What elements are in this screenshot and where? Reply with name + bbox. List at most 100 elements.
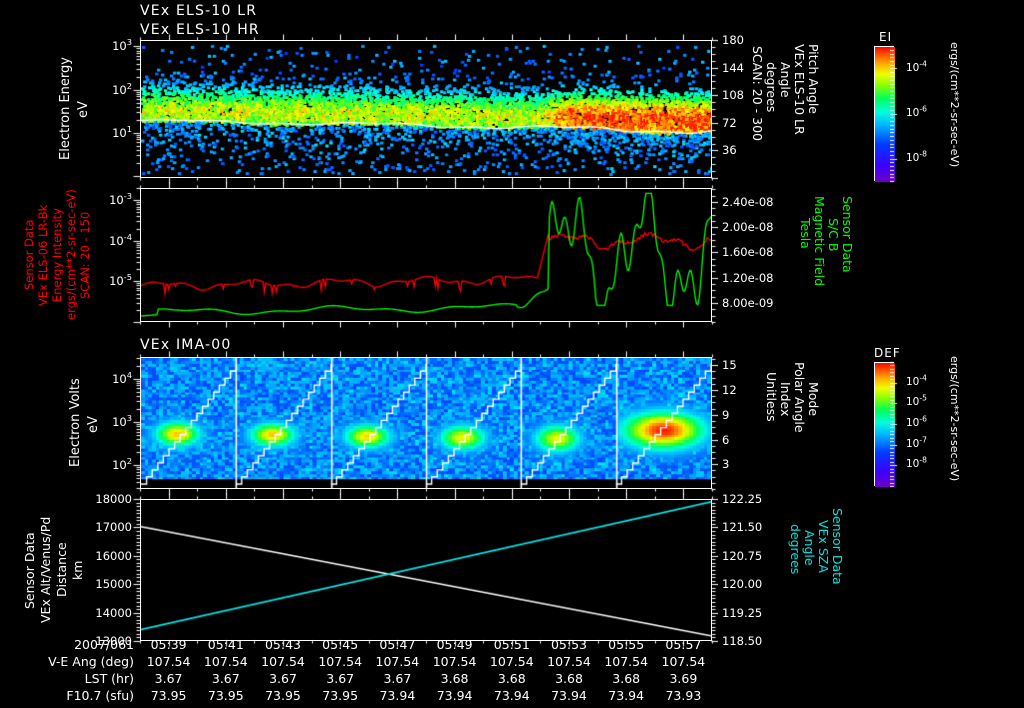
footer-cell-r3-c7: 73.94 [551, 688, 587, 703]
panel1-right-tick-1: 144 [722, 60, 744, 75]
panel2-left-axis-label-4: ergs/(cm**2-sr-sec-eV) [64, 189, 78, 321]
panel3-right-tick-3: 6 [722, 432, 730, 447]
colorbar2-tick-3: 10-7 [906, 435, 927, 450]
panel1-left-axis-label-1: Electron Energy [58, 57, 73, 161]
panel1-left-tick-1: 102 [112, 80, 132, 97]
footer-cell-r2-c7: 3.68 [555, 671, 583, 686]
colorbar2-tick-1: 10-5 [906, 393, 927, 409]
footer-cell-r3-c6: 73.94 [493, 688, 530, 703]
panel1-right-axis-label-5: SCAN: 20 - 300 [750, 46, 765, 141]
footer-time-4: 05:47 [379, 637, 416, 652]
colorbar1-ticks [890, 40, 906, 188]
panel4-left-tick-1: 17000 [95, 520, 132, 535]
footer-time-7: 05:53 [550, 637, 588, 652]
panel3-right-axis-label-3: Index [778, 382, 793, 417]
colorbar1-tick-0: 10-4 [906, 59, 927, 74]
panel1-title-line1: VEx ELS-10 LR [140, 3, 258, 19]
panel1-left-tick-0: 103 [112, 37, 132, 54]
footer-cell-r3-c8: 73.94 [608, 688, 645, 703]
colorbar2-ticks [890, 356, 906, 492]
footer-cell-r1-c7: 107.54 [547, 654, 591, 669]
panel1-right-axis-label-4: degrees [764, 62, 779, 113]
panel3-right-tick-1: 12 [722, 383, 737, 397]
panel2-left-tick-2: 10-5 [109, 272, 132, 289]
footer-time-0: 05:39 [150, 637, 187, 652]
panel2-left-axis-label-1: Sensor Data [22, 219, 36, 291]
panel4-left-tick-0: 18000 [95, 492, 132, 506]
footer-time-3: 05:45 [322, 637, 359, 652]
panel4-right-tick-1: 121.50 [722, 520, 763, 535]
footer-cell-r1-c5: 107.54 [432, 654, 477, 669]
footer-time-6: 05:51 [493, 637, 530, 652]
panel4-right-tick-4: 119.25 [722, 605, 763, 620]
footer-cell-r3-c5: 73.94 [436, 688, 473, 703]
panel4-right-axis-label-2: VEx SZA [816, 520, 831, 573]
panel4-tick-marks [118, 493, 718, 649]
colorbar2-tick-2: 10-6 [906, 414, 927, 429]
footer-cell-r3-c4: 73.94 [379, 688, 416, 703]
footer-row-label-0: 2007/061 [74, 637, 134, 652]
footer-cell-r2-c6: 3.68 [497, 671, 526, 686]
footer-cell-r2-c8: 3.68 [612, 671, 641, 686]
panel2-right-tick-4: 8.00e-09 [722, 296, 774, 311]
colorbar1-title: EI [879, 30, 893, 44]
colorbar1-tick-1: 10-6 [906, 104, 927, 119]
footer-time-1: 05:41 [207, 637, 244, 652]
footer-cell-r2-c9: 3.69 [669, 671, 698, 686]
panel4-right-axis-label-3: Angle [802, 530, 817, 566]
colorbar2-units: ergs/(cm**2-sr-sec-eV) [948, 356, 961, 482]
panel4-right-tick-5: 118.50 [722, 634, 763, 648]
footer-cell-r3-c9: 73.93 [665, 688, 702, 703]
panel4-left-tick-4: 14000 [95, 605, 132, 620]
panel2-right-axis-label-1: Sensor Data [840, 196, 855, 273]
panel1-left-tick-2: 101 [112, 123, 132, 140]
footer-cell-r2-c4: 3.67 [383, 671, 412, 686]
colorbar1-tick-2: 10-8 [906, 149, 927, 164]
panel4-right-axis-label-4: degrees [788, 524, 803, 575]
footer-cell-r1-c9: 107.54 [661, 654, 706, 669]
colorbar2-tick-0: 10-4 [906, 373, 927, 388]
panel2-right-axis-label-4: Tesla [798, 218, 813, 249]
footer-time-2: 05:43 [264, 637, 302, 652]
footer-cell-r2-c2: 3.67 [269, 671, 297, 686]
panel3-right-axis-label-1: Mode [806, 382, 821, 417]
panel2-left-tick-0: 10-3 [109, 191, 132, 208]
panel2-right-tick-2: 1.60e-08 [722, 245, 774, 260]
panel3-right-axis-label-2: Polar Angle [792, 362, 807, 433]
footer-time-5: 05:49 [436, 637, 473, 652]
panel2-right-axis-label-3: Magnetic Field [812, 196, 827, 287]
footer-cell-r1-c1: 107.54 [203, 654, 248, 669]
panel3-right-tick-4: 3 [722, 457, 730, 472]
footer-cell-r2-c5: 3.68 [440, 671, 469, 686]
panel2-left-axis-label-5: SCAN: 20 - 150 [78, 211, 92, 299]
panel1-right-axis-label-3: Angle [778, 62, 793, 98]
panel2-left-axis-label-3: Energy Intensity [50, 208, 64, 302]
panel1-right-axis-label-1: Pitch Angle [806, 44, 821, 114]
panel3-right-axis-label-4: Unitless [764, 372, 779, 422]
footer-row-label-2: LST (hr) [84, 671, 134, 686]
panel3-right-tick-0: 15 [722, 358, 737, 373]
footer-time-9: 05:57 [665, 637, 702, 652]
panel3-tick-marks [118, 351, 718, 497]
panel2-tick-marks [118, 182, 718, 330]
panel3-left-tick-0: 104 [112, 369, 132, 386]
footer-cell-r1-c4: 107.54 [375, 654, 420, 669]
panel4-left-tick-5: 13000 [95, 634, 132, 648]
footer-cell-r2-c0: 3.67 [154, 671, 183, 686]
footer-cell-r1-c0: 107.54 [146, 654, 191, 669]
panel4-right-tick-0: 122.25 [722, 492, 763, 506]
footer-cell-r1-c8: 107.54 [604, 654, 649, 669]
panel4-right-axis-label-1: Sensor Data [830, 508, 845, 585]
footer-row-label-1: V-E Ang (deg) [48, 654, 134, 669]
footer-cell-r2-c3: 3.67 [326, 671, 355, 686]
panel4-right-tick-2: 120.75 [722, 548, 763, 563]
panel3-title: VEx IMA-00 [140, 337, 232, 353]
panel3-left-tick-1: 103 [112, 413, 132, 429]
footer-cell-r3-c3: 73.95 [322, 688, 359, 703]
panel2-right-tick-1: 2.00e-08 [722, 220, 774, 235]
footer-cell-r1-c6: 107.54 [489, 654, 534, 669]
panel1-right-axis-label-2: VEx ELS-10 LR [792, 44, 807, 135]
panel4-left-tick-2: 16000 [95, 548, 132, 563]
colorbar2-tick-4: 10-8 [906, 455, 927, 471]
